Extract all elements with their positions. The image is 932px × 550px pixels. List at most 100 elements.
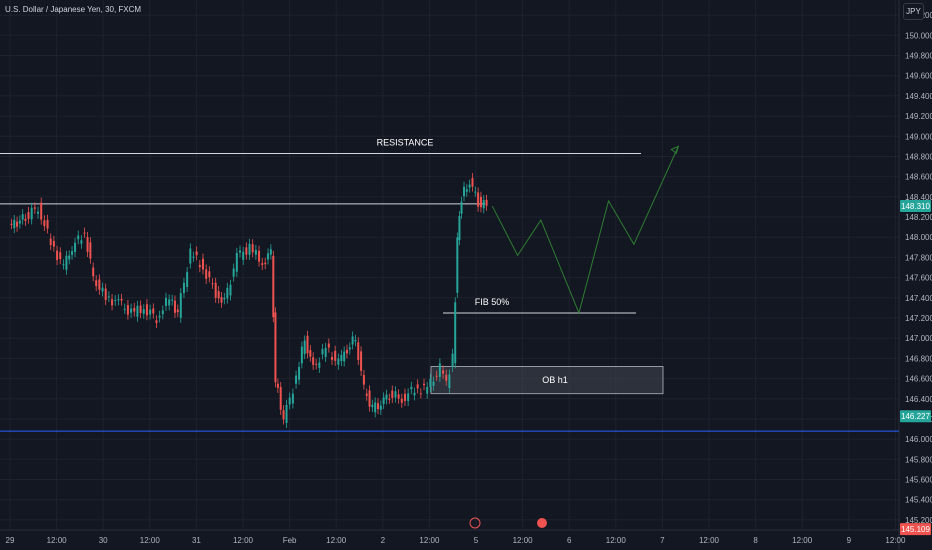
candle-body xyxy=(226,287,229,299)
candle-body xyxy=(164,297,167,306)
candle-body xyxy=(309,350,312,357)
candle-body xyxy=(232,268,235,277)
candle-body xyxy=(189,248,192,264)
ob-zone-label: OB h1 xyxy=(542,375,568,385)
candle-body xyxy=(291,393,294,404)
candle-body xyxy=(413,392,416,396)
candle-body xyxy=(223,297,226,300)
candle-body xyxy=(214,282,217,298)
time-tick-label: 7 xyxy=(660,536,665,545)
low-price-label: 145.109 xyxy=(901,525,930,534)
time-tick-label: 12:00 xyxy=(513,536,534,545)
candle-body xyxy=(388,398,391,400)
candle-body xyxy=(254,249,257,255)
price-tick-label: 149.400 xyxy=(905,92,932,101)
price-tick-label: 147.800 xyxy=(905,253,932,262)
time-tick-label: 30 xyxy=(99,536,108,545)
candle-body xyxy=(454,302,457,364)
candle-body xyxy=(382,397,385,405)
time-tick-label: 29 xyxy=(6,536,15,545)
projection-path xyxy=(491,146,679,315)
candle-body xyxy=(71,251,74,255)
candle-body xyxy=(385,394,388,400)
candle-body xyxy=(37,211,40,214)
price-tick-label: 147.600 xyxy=(905,274,932,283)
candle-body xyxy=(379,405,382,410)
candle-body xyxy=(33,207,36,209)
candle-body xyxy=(211,283,214,285)
candle-body xyxy=(374,402,377,413)
price-tick-label: 149.200 xyxy=(905,112,932,121)
projection-arrowhead xyxy=(670,145,680,155)
candle-body xyxy=(354,339,357,342)
candle-body xyxy=(357,342,360,360)
time-tick-label: 2 xyxy=(381,536,386,545)
candle-body xyxy=(458,216,461,241)
candle-body xyxy=(456,237,459,293)
candle-body xyxy=(114,300,117,302)
price-tick-label: 147.000 xyxy=(905,334,932,343)
price-tick-label: 146.000 xyxy=(905,435,932,444)
candle-body xyxy=(139,305,142,314)
candle-body xyxy=(242,251,245,260)
price-tick-label: 148.800 xyxy=(905,152,932,161)
candle-body xyxy=(315,363,318,365)
candle-body xyxy=(312,357,315,365)
price-tick-label: 150.000 xyxy=(905,31,932,40)
candle-body xyxy=(89,242,92,259)
candle-body xyxy=(80,240,83,244)
candle-body xyxy=(171,299,174,301)
candle-body xyxy=(451,353,454,367)
candle-body xyxy=(343,351,346,362)
time-tick-label: Feb xyxy=(283,536,297,545)
price-tick-label: 146.800 xyxy=(905,354,932,363)
candle-body xyxy=(337,358,340,365)
candle-body xyxy=(245,247,248,255)
candle-body xyxy=(179,293,182,318)
flag-event-icon[interactable] xyxy=(537,518,547,528)
candle-body xyxy=(30,207,33,220)
candle-body xyxy=(348,347,351,350)
candle-body xyxy=(192,256,195,258)
candle-body xyxy=(126,305,129,315)
candle-body xyxy=(86,237,89,252)
candle-body xyxy=(261,263,264,266)
candle-body xyxy=(56,250,59,260)
candle-body xyxy=(104,288,107,300)
candle-body xyxy=(198,264,201,268)
candle-body xyxy=(391,390,394,398)
currency-button[interactable]: JPY xyxy=(903,3,924,20)
candle-body xyxy=(285,404,288,423)
candle-body xyxy=(324,347,327,357)
time-tick-label: 6 xyxy=(567,536,572,545)
candle-body xyxy=(397,394,400,399)
candle-body xyxy=(173,300,176,313)
candle-body xyxy=(208,271,211,278)
candle-body xyxy=(130,308,133,313)
candle-body xyxy=(13,219,16,229)
candle-body xyxy=(471,177,474,187)
candle-body xyxy=(46,219,49,229)
event-icon[interactable] xyxy=(469,517,481,529)
candle-body xyxy=(205,269,208,279)
candle-body xyxy=(445,374,448,381)
candle-body xyxy=(407,393,410,402)
candle-body xyxy=(251,244,254,253)
candle-body xyxy=(279,387,282,410)
candle-body xyxy=(155,320,158,324)
candle-body xyxy=(468,184,471,188)
candle-body xyxy=(27,212,30,219)
price-tick-label: 149.600 xyxy=(905,72,932,81)
candle-body xyxy=(120,298,123,301)
candle-body xyxy=(52,240,55,247)
candle-body xyxy=(10,223,13,225)
time-tick-label: 5 xyxy=(474,536,479,545)
candle-body xyxy=(62,264,65,266)
candle-body xyxy=(133,307,136,312)
candle-body xyxy=(321,348,324,355)
candle-body xyxy=(423,383,426,386)
candle-body xyxy=(65,255,68,270)
candle-body xyxy=(195,251,198,256)
